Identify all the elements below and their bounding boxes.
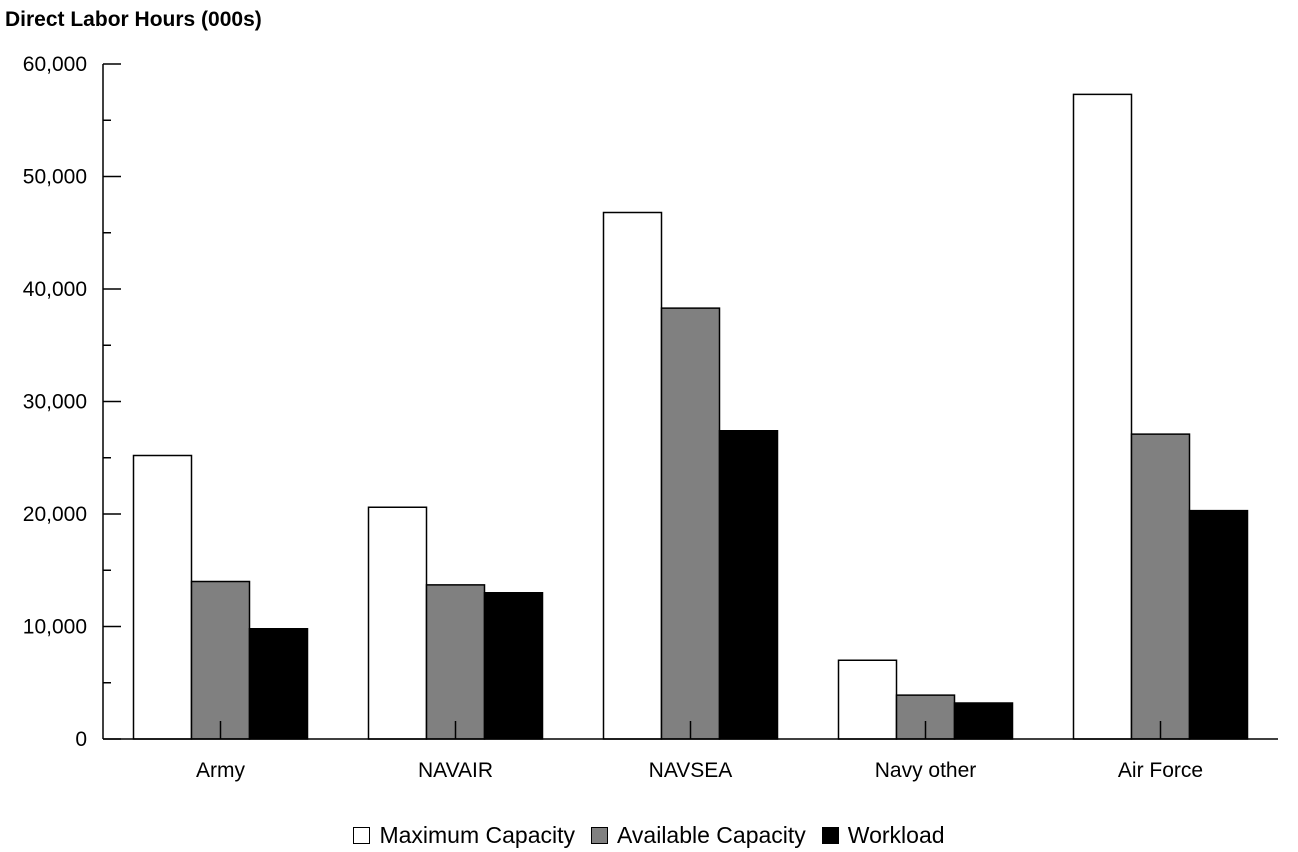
bar-army-maximum-capacity — [132, 454, 193, 740]
legend-item-maximum-capacity: Maximum Capacity — [353, 822, 575, 849]
x-axis: Army NAVAIR NAVSEA Navy other Air Force — [103, 721, 1278, 782]
y-tick-label: 0 — [75, 728, 87, 751]
bars — [132, 93, 1249, 740]
x-tick-label-navy-other: Navy other — [875, 759, 977, 782]
x-tick-label-army: Army — [196, 759, 245, 782]
legend-item-workload: Workload — [821, 822, 945, 849]
x-tick-label-navair: NAVAIR — [418, 759, 493, 782]
bar-navair-available-capacity — [425, 584, 486, 740]
bar-navsea-workload — [718, 430, 779, 740]
legend-swatch-available-capacity — [591, 827, 608, 844]
bar-navair-workload — [483, 592, 544, 740]
legend-label-workload: Workload — [847, 822, 945, 848]
y-tick-label: 60,000 — [23, 53, 87, 76]
legend-swatch-maximum-capacity — [353, 827, 371, 844]
bar-air-force-available-capacity — [1130, 433, 1191, 740]
y-tick-label: 10,000 — [23, 616, 87, 639]
legend: Maximum Capacity Available Capacity Work… — [0, 822, 1298, 849]
bar-air-force-maximum-capacity — [1072, 93, 1133, 740]
bar-air-force-workload — [1188, 509, 1249, 740]
y-tick-label: 20,000 — [23, 503, 87, 526]
bar-navy-other-workload — [953, 702, 1014, 740]
bar-navair-maximum-capacity — [367, 506, 428, 740]
legend-swatch-workload — [821, 827, 839, 844]
bar-army-workload — [248, 628, 309, 740]
y-tick-label: 40,000 — [23, 278, 87, 301]
legend-label-maximum-capacity: Maximum Capacity — [379, 822, 575, 848]
y-tick-label: 50,000 — [23, 166, 87, 189]
bar-navsea-available-capacity — [660, 307, 721, 740]
chart-title: Direct Labor Hours (000s) — [5, 8, 262, 31]
legend-label-available-capacity: Available Capacity — [617, 822, 806, 848]
x-tick-label-navsea: NAVSEA — [649, 759, 733, 782]
bar-navy-other-maximum-capacity — [837, 659, 898, 740]
bar-army-available-capacity — [190, 580, 251, 740]
y-tick-label: 30,000 — [23, 391, 87, 414]
x-tick-label-air-force: Air Force — [1118, 759, 1203, 782]
y-axis: 0 10,000 20,000 30,000 40,000 50,000 60,000 — [23, 53, 121, 751]
bar-navsea-maximum-capacity — [602, 211, 663, 740]
legend-item-available-capacity: Available Capacity — [591, 822, 806, 849]
